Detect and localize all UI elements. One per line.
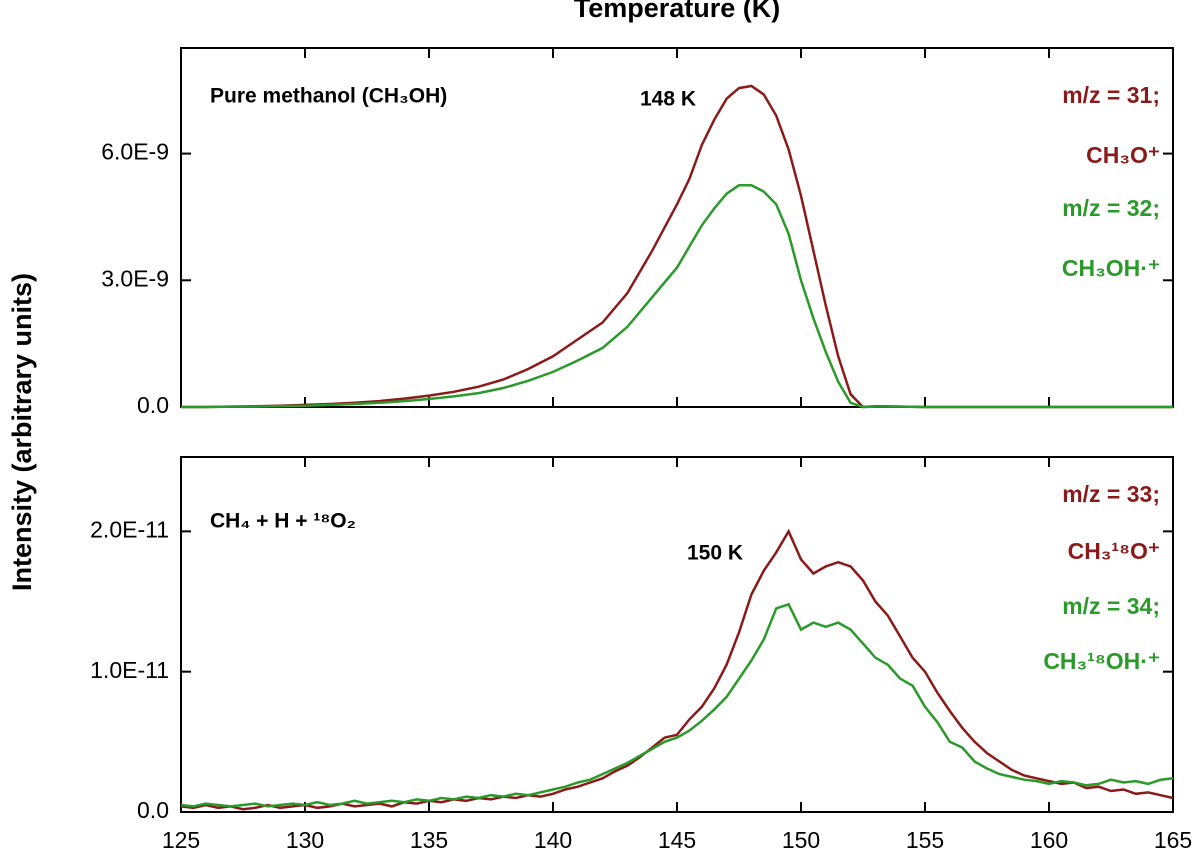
y-tick-label: 2.0E-11 (90, 516, 169, 542)
x-tick-label: 150 (782, 827, 820, 853)
annotation: 150 K (687, 542, 743, 565)
legend-label: m/z = 33; (1062, 481, 1160, 507)
x-tick-label: 135 (410, 827, 448, 853)
y-tick-label: 3.0E-9 (101, 265, 169, 291)
series-line (180, 528, 1174, 811)
x-tick-label: 155 (906, 827, 944, 853)
x-tick-label: 145 (658, 827, 696, 853)
x-tick-label: 160 (1030, 827, 1068, 853)
x-tick-label: 140 (534, 827, 572, 853)
y-tick-label: 0.0 (137, 797, 169, 823)
series-line (181, 84, 1173, 409)
series-line (180, 602, 1174, 808)
annotation: Pure methanol (CH₃OH) (210, 85, 447, 108)
legend-ion: CH₃O⁺ (1086, 142, 1160, 168)
legend-ion: CH₃OH·⁺ (1062, 255, 1160, 281)
y-tick-label: 6.0E-9 (101, 139, 169, 165)
y-tick-label: 0.0 (137, 392, 169, 418)
series-line (181, 184, 1173, 409)
annotation: CH₄ + H + ¹⁸O₂ (210, 510, 356, 533)
legend-ion: CH₃¹⁸OH·⁺ (1043, 648, 1160, 674)
y-axis-title: Intensity (arbitrary units) (7, 273, 37, 591)
legend-label: m/z = 32; (1062, 195, 1160, 221)
x-axis-title: Temperature (K) (574, 0, 781, 23)
legend-ion: CH₃¹⁸O⁺ (1068, 538, 1160, 564)
annotation: 148 K (640, 88, 696, 111)
x-tick-label: 125 (162, 827, 200, 853)
legend-label: m/z = 34; (1062, 593, 1160, 619)
y-tick-label: 1.0E-11 (90, 657, 169, 683)
x-tick-label: 130 (286, 827, 324, 853)
x-tick-label: 165 (1154, 827, 1192, 853)
legend-label: m/z = 31; (1062, 82, 1160, 108)
